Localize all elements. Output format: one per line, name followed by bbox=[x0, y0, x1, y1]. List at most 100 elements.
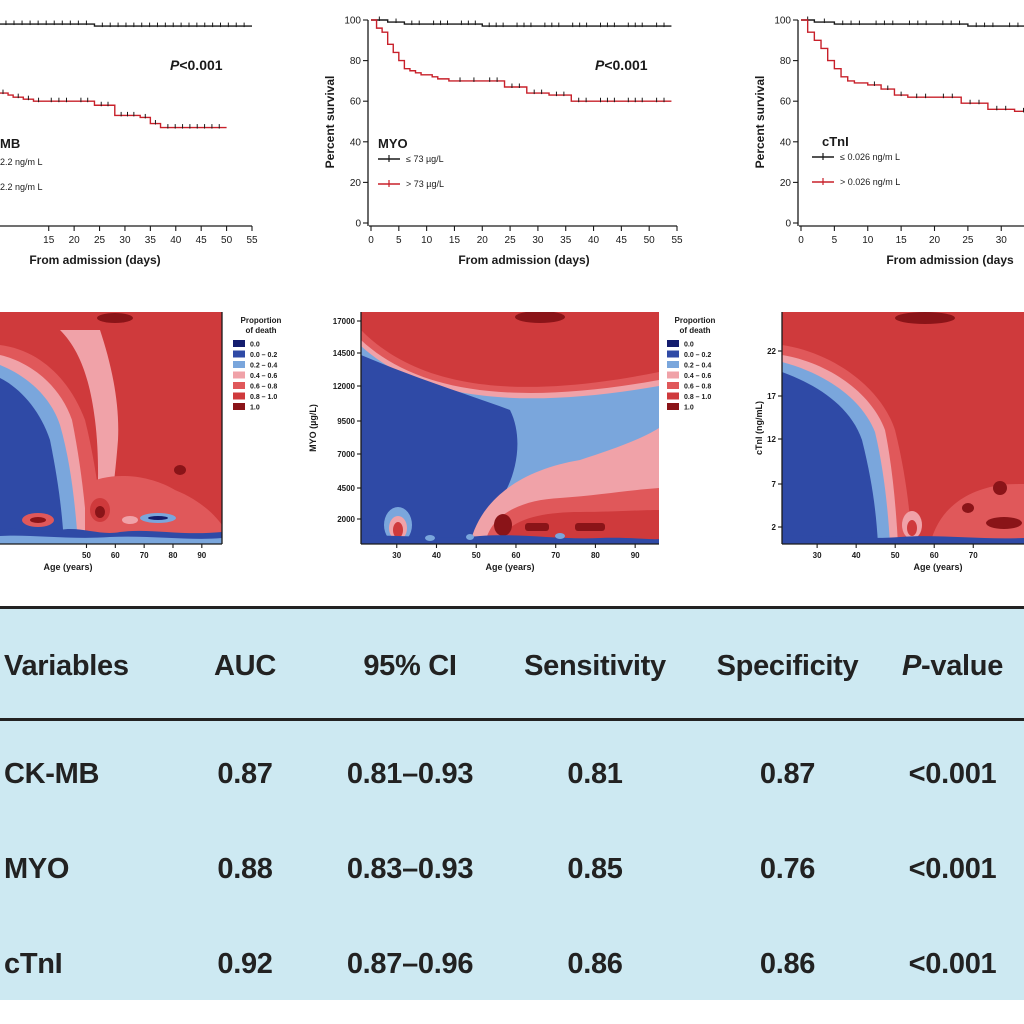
x-tick-label: 45 bbox=[616, 235, 628, 246]
x-tick-label: 0 bbox=[798, 235, 804, 246]
legend-swatch bbox=[233, 371, 245, 379]
legend-title: cTnI bbox=[822, 134, 849, 149]
y-tick-label: 0 bbox=[785, 219, 791, 230]
survival-curve-high bbox=[801, 19, 1024, 113]
x-tick-label: 40 bbox=[432, 551, 441, 560]
legend-swatch bbox=[233, 361, 245, 368]
y-tick-label: 80 bbox=[780, 56, 792, 67]
legend-item: 0.0 bbox=[684, 342, 694, 349]
x-tick-label: 55 bbox=[671, 235, 683, 246]
legend-title: Proportion bbox=[241, 316, 282, 325]
figure-panels: 15 20 25 30 35 40 45 50 55 From admission (days) P… bbox=[0, 16, 1024, 572]
x-tick-label: 90 bbox=[631, 551, 640, 560]
y-tick-label: 9500 bbox=[337, 417, 355, 426]
auc-table: Variables AUC 95% CI Sensitivity Specifi… bbox=[0, 606, 1024, 1000]
legend-title: MB bbox=[0, 136, 20, 151]
legend-item: 0.4 – 0.6 bbox=[250, 373, 277, 380]
y-tick-label: 17000 bbox=[333, 317, 356, 326]
survival-curve-low bbox=[371, 19, 672, 27]
x-tick-label: 30 bbox=[813, 551, 822, 560]
legend-item: 0.0 bbox=[250, 342, 260, 349]
contour-ckmb bbox=[0, 312, 222, 544]
p-rest: <0.001 bbox=[604, 57, 647, 73]
x-tick-label: 50 bbox=[891, 551, 900, 560]
x-tick-label: 40 bbox=[588, 235, 600, 246]
x-tick-label: 60 bbox=[930, 551, 939, 560]
table-cell: CK-MB bbox=[4, 758, 100, 790]
header-specificity: Specificity bbox=[716, 650, 859, 682]
legend-item: ≤ 0.026 ng/m L bbox=[840, 152, 900, 162]
x-tick-label: 30 bbox=[532, 235, 544, 246]
x-tick-label: 15 bbox=[896, 235, 908, 246]
x-tick-label: 70 bbox=[140, 551, 149, 560]
legend-item: 0.0 – 0.2 bbox=[684, 352, 711, 359]
x-tick-label: 50 bbox=[82, 551, 91, 560]
x-tick-label: 50 bbox=[221, 235, 233, 246]
y-tick-label: 12 bbox=[767, 435, 776, 444]
table-cell: 0.86 bbox=[567, 948, 623, 980]
legend-swatch bbox=[233, 350, 245, 358]
p-letter: P bbox=[170, 57, 180, 73]
legend-title: of death bbox=[679, 326, 710, 335]
y-tick-label: 7000 bbox=[337, 450, 355, 459]
y-tick-label: 22 bbox=[767, 347, 776, 356]
x-tick-label: 30 bbox=[119, 235, 131, 246]
x-tick-label: 35 bbox=[560, 235, 572, 246]
legend-swatch bbox=[667, 403, 679, 410]
table-header-rule bbox=[0, 718, 1024, 721]
x-tick-label: 50 bbox=[472, 551, 481, 560]
x-axis-label: Age (years) bbox=[485, 562, 534, 572]
y-tick-label: 12000 bbox=[333, 382, 356, 391]
table-cell: 0.83–0.93 bbox=[346, 853, 474, 885]
legend-swatch bbox=[667, 392, 679, 400]
km-panel-myo: 0 5 10 15 20 25 30 35 40 45 50 55 0 20 40 60 80 100 From a… bbox=[323, 16, 683, 268]
legend-item: ≤ 73 µg/L bbox=[406, 154, 444, 164]
x-tick-label: 10 bbox=[421, 235, 433, 246]
y-tick-label: 14500 bbox=[333, 349, 356, 358]
table-cell: <0.001 bbox=[908, 853, 997, 885]
legend-item: 2.2 ng/m L bbox=[0, 182, 43, 192]
legend-swatch bbox=[233, 392, 245, 400]
x-tick-label: 60 bbox=[111, 551, 120, 560]
y-tick-label: 20 bbox=[350, 178, 362, 189]
legend-item: 0.6 – 0.8 bbox=[684, 384, 711, 391]
survival-curve-high bbox=[0, 92, 227, 129]
y-axis-label: MYO (µg/L) bbox=[308, 404, 318, 452]
table-cell: 0.86 bbox=[759, 948, 816, 980]
legend-item: > 73 µg/L bbox=[406, 179, 444, 189]
y-tick-label: 2000 bbox=[337, 515, 355, 524]
x-axis-label: Age (years) bbox=[913, 562, 962, 572]
table-cell: 0.92 bbox=[217, 948, 273, 980]
legend-item: 2.2 ng/m L bbox=[0, 157, 43, 167]
table-cell: 0.87–0.96 bbox=[346, 948, 474, 980]
x-tick-label: 80 bbox=[169, 551, 178, 560]
y-axis-label: cTnI (ng/mL) bbox=[754, 401, 764, 455]
y-tick-label: 100 bbox=[344, 16, 361, 27]
legend-swatch bbox=[233, 403, 245, 410]
y-axis-label: Percent survival bbox=[753, 76, 767, 169]
x-tick-label: 55 bbox=[246, 235, 258, 246]
table-cell: <0.001 bbox=[908, 948, 997, 980]
x-tick-label: 25 bbox=[94, 235, 106, 246]
y-tick-label: 80 bbox=[350, 56, 362, 67]
y-axis-label: Percent survival bbox=[323, 76, 337, 169]
legend-item: 0.8 – 1.0 bbox=[684, 394, 711, 401]
contour-axes-myo: 30 40 50 60 70 80 90 2000 4500 7000 9500 12000 14500… bbox=[308, 317, 640, 572]
legend-item: 1.0 bbox=[684, 405, 694, 412]
p-letter: P bbox=[595, 57, 605, 73]
x-tick-label: 30 bbox=[392, 551, 401, 560]
header-variables: Variables bbox=[4, 650, 129, 682]
legend-swatch bbox=[233, 340, 245, 347]
survival-curve-low bbox=[801, 19, 1024, 27]
x-tick-label: 5 bbox=[832, 235, 838, 246]
x-tick-label: 60 bbox=[512, 551, 521, 560]
y-tick-label: 7 bbox=[772, 480, 777, 489]
table-cell: 0.81 bbox=[567, 758, 623, 790]
legend-item: 0.2 – 0.4 bbox=[684, 363, 711, 370]
legend-swatch bbox=[667, 350, 679, 358]
table-cell: 0.87 bbox=[759, 758, 816, 790]
contour-ctni bbox=[782, 312, 1024, 544]
table-cell: 0.87 bbox=[217, 758, 273, 790]
